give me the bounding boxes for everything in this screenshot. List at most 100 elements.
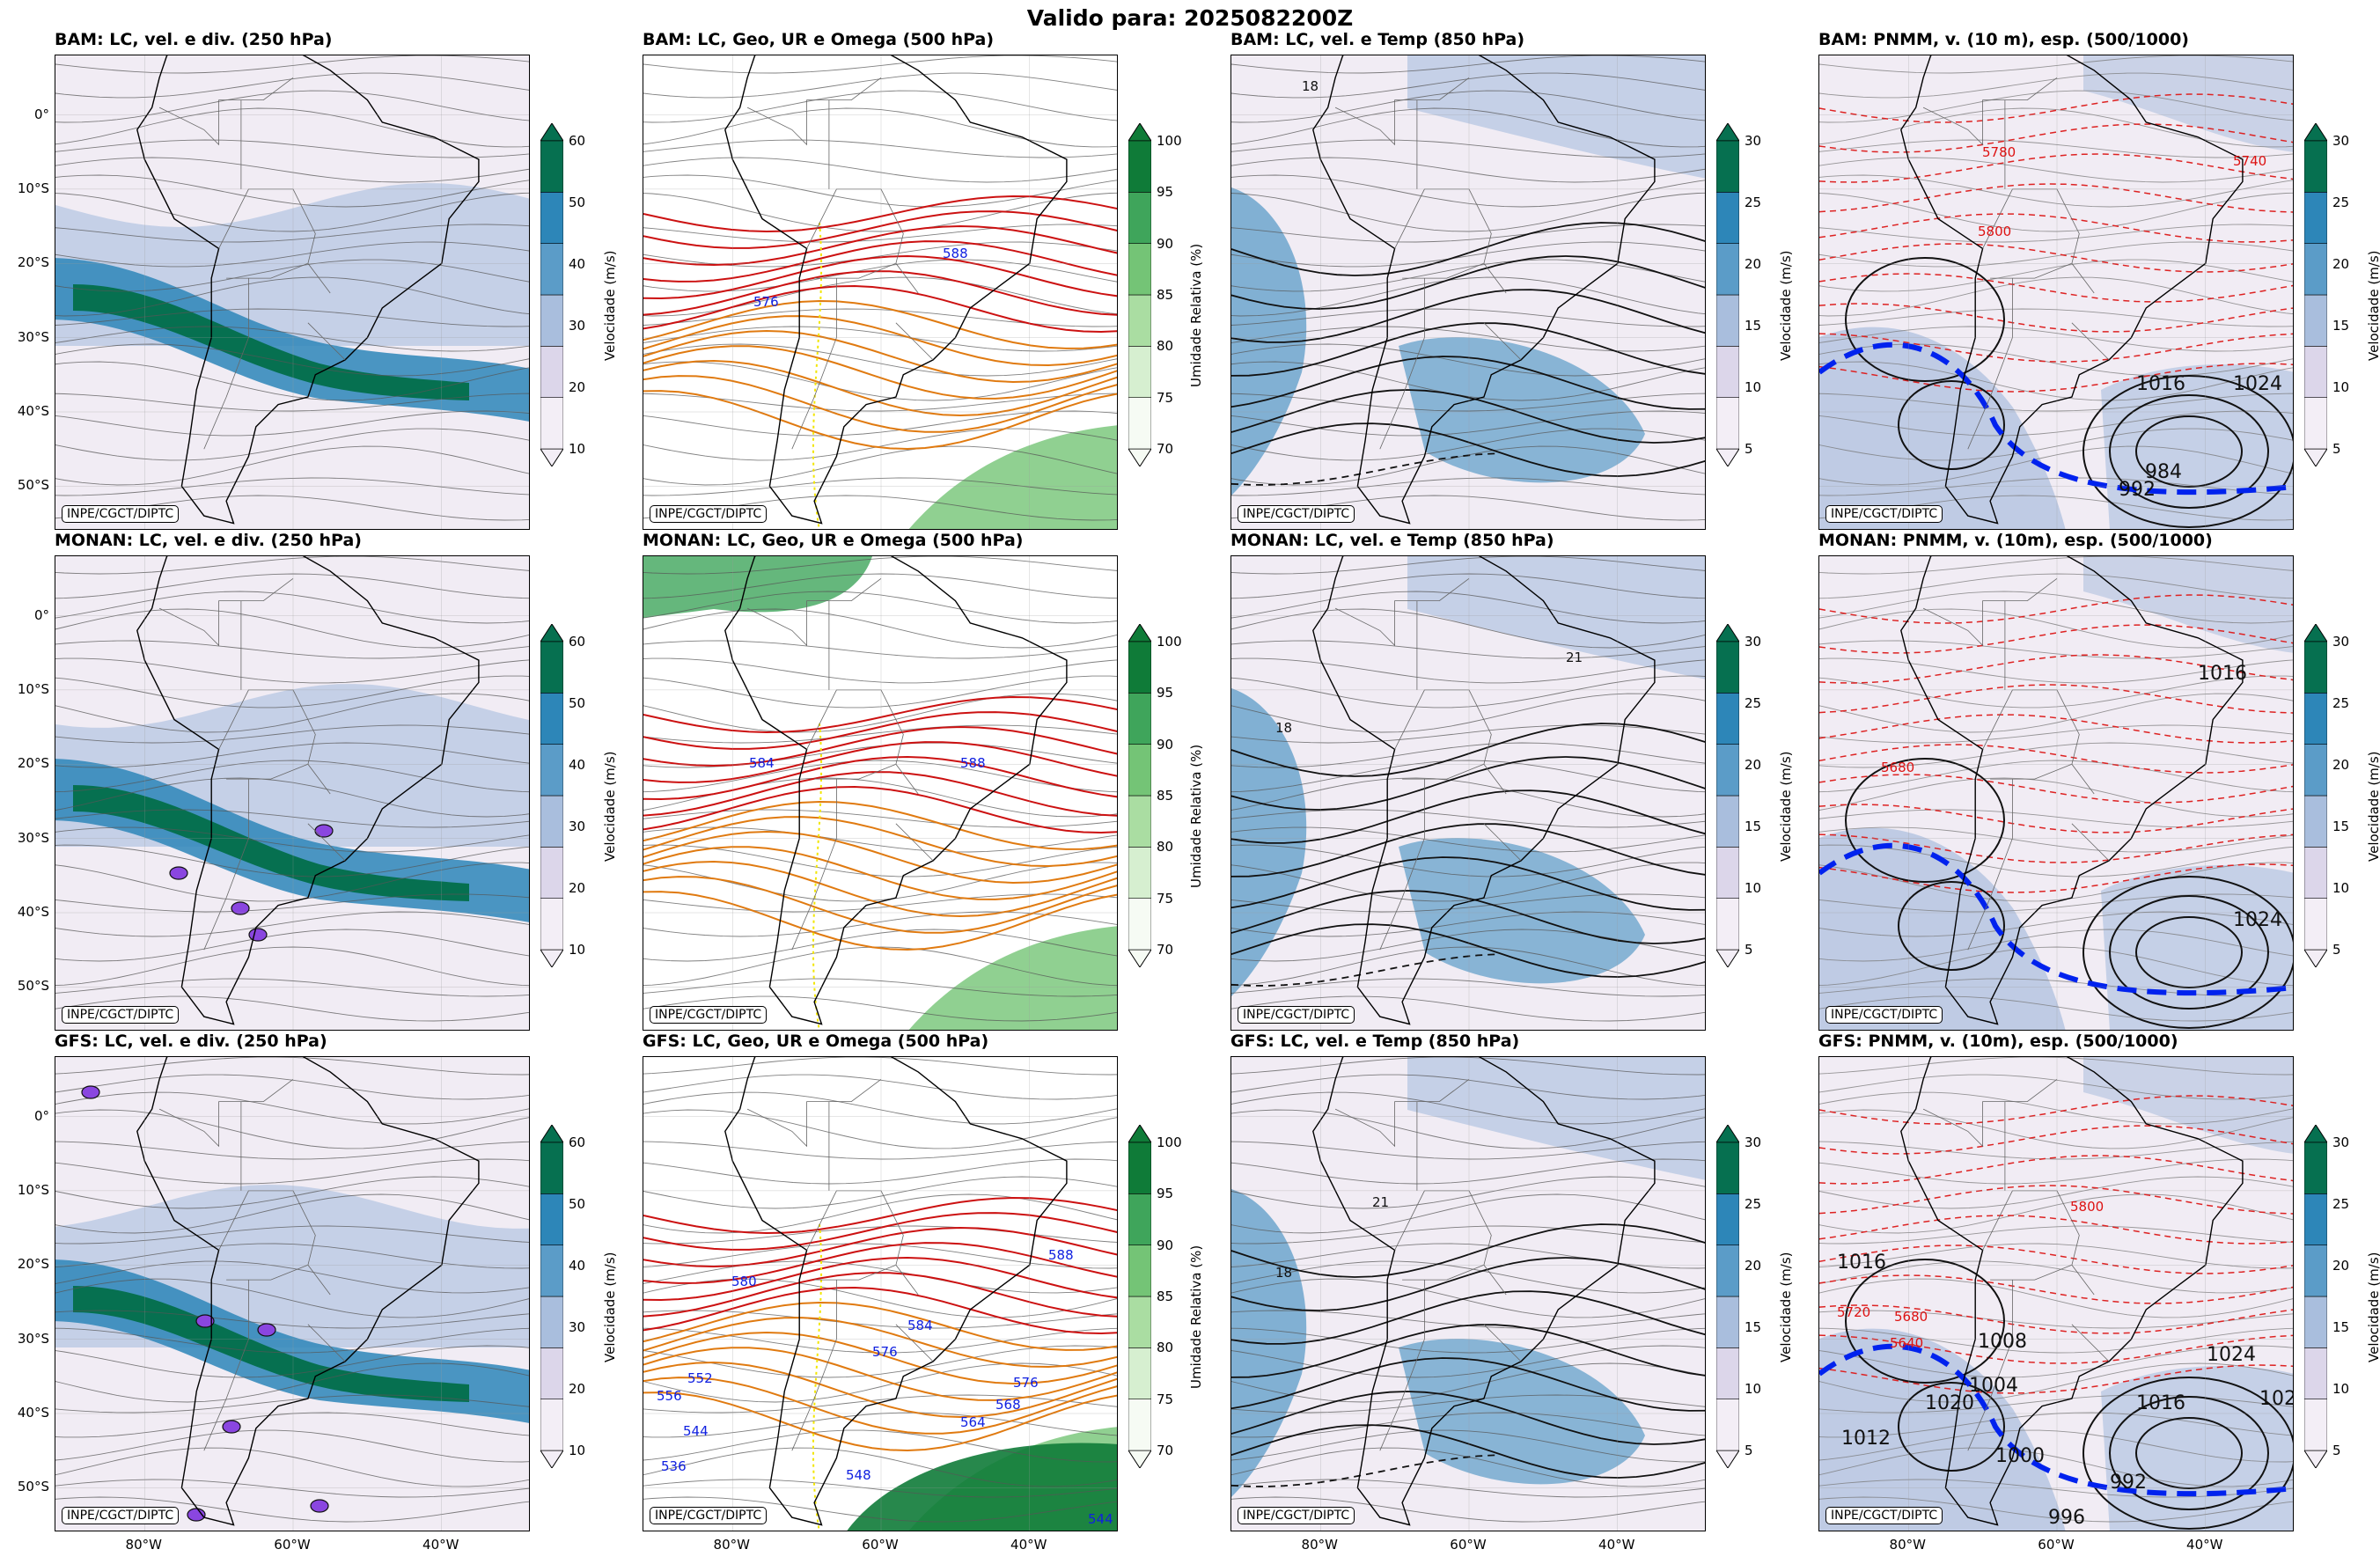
y-tick-label: 10°S (17, 1181, 49, 1198)
colorbar-tick-label: 20 (2332, 256, 2350, 272)
x-tick-label: 60°W (2038, 1537, 2075, 1553)
y-tick-label: 20°S (17, 1256, 49, 1273)
colorbar-tick-label: 10 (1745, 1381, 1762, 1397)
colorbar-segment (540, 1142, 563, 1194)
colorbar-tick-label: 70 (1157, 441, 1174, 457)
colorbar-segment (540, 898, 563, 951)
colorbar-segment (540, 294, 563, 347)
contour-label: 5780 (1982, 144, 2016, 160)
map-canvas (55, 1057, 529, 1531)
wind10m-north (2083, 55, 2293, 152)
coastline (724, 556, 1068, 1025)
panel-title: GFS: LC, Geo, UR e Omega (500 hPa) (643, 1032, 989, 1051)
colorbar-segment (1716, 397, 1739, 450)
colorbar-scale (2304, 1125, 2327, 1468)
coastline (724, 55, 1068, 525)
colorbar-extend-max (540, 1125, 563, 1143)
map-canvas (55, 55, 529, 529)
colorbar: 10 20 30 40 50 60 Velocidade (m/s) (540, 123, 624, 466)
temperature-contour-dashed (1231, 452, 1496, 486)
colorbar-segment (1716, 346, 1739, 398)
colorbar-tick-label: 85 (1157, 1289, 1174, 1304)
country-border (226, 262, 309, 279)
country-border (806, 1190, 919, 1296)
colorbar-tick-label: 10 (569, 942, 586, 958)
colorbar-tick-label: 25 (1745, 1196, 1762, 1212)
colorbar-tick-label: 5 (1745, 1443, 1753, 1458)
colorbar-tick-label: 15 (1745, 819, 1762, 834)
x-tick-label: 40°W (1010, 1537, 1047, 1553)
y-tick-label: 20°S (17, 254, 49, 271)
country-border (746, 577, 882, 647)
coastline (1900, 556, 2244, 1025)
contour-label: 564 (960, 1414, 986, 1430)
map-panel: INPE/CGCT/DIPTC (55, 1056, 530, 1531)
rh-moist-area (908, 926, 1117, 1030)
colorbar-segment (1716, 744, 1739, 797)
colorbar-tick-label: 70 (1157, 1443, 1174, 1458)
colorbar-extend-max (2304, 123, 2327, 142)
contour-label: 576 (1013, 1375, 1039, 1391)
isobar (2135, 1417, 2243, 1489)
colorbar-tick-label: 20 (2332, 1258, 2350, 1274)
divergence-blob (222, 1420, 241, 1434)
contour-label: 588 (960, 755, 986, 771)
omega-contour (812, 723, 823, 1030)
coastline (1312, 1057, 1656, 1526)
contour-label: 1016 (2136, 1392, 2185, 1414)
isobar (2135, 415, 2243, 488)
colorbar-extend-min (540, 448, 563, 466)
thickness-contour (1819, 1334, 2293, 1364)
colorbar-tick-label: 5 (2332, 441, 2341, 457)
map-panel: 18 21 INPE/CGCT/DIPTC (1230, 555, 1706, 1031)
colorbar-tick-label: 100 (1157, 634, 1182, 650)
colorbar-scale (1716, 1125, 1739, 1468)
isobar (2109, 394, 2269, 509)
contour-label: 996 (2048, 1507, 2085, 1529)
colorbar-tick-label: 30 (2332, 1134, 2350, 1150)
colorbar: 70 75 80 85 90 95 100 Umidade Relativa (%) (1128, 1125, 1212, 1468)
figure-suptitle: Valido para: 2025082200Z (1026, 5, 1354, 31)
colorbar-tick-label: 20 (569, 379, 586, 395)
colorbar-tick-label: 5 (2332, 1443, 2341, 1458)
colorbar-segment (1128, 744, 1151, 797)
country-border (218, 1190, 331, 1296)
map-canvas (55, 556, 529, 1030)
contour-label: 1000 (1995, 1445, 2045, 1467)
contour-label: 576 (753, 294, 779, 310)
credit-badge: INPE/CGCT/DIPTC (1238, 1507, 1355, 1524)
panel-title: BAM: LC, vel. e Temp (850 hPa) (1230, 30, 1525, 49)
contour-label: 1012 (1841, 1428, 1891, 1450)
y-tick-label: 50°S (17, 1479, 49, 1495)
contour-label: 1028 (2259, 1388, 2294, 1410)
colorbar-tick-label: 80 (1157, 1340, 1174, 1356)
x-tick-label: 80°W (1889, 1537, 1926, 1553)
country-border (1394, 1190, 1507, 1296)
country-border (1982, 689, 2095, 795)
colorbar-extend-min (540, 1450, 563, 1468)
colorbar-tick-label: 30 (569, 1319, 586, 1335)
colorbar-tick-label: 10 (2332, 1381, 2350, 1397)
country-border (746, 1078, 882, 1148)
country-border (1967, 1280, 2013, 1451)
colorbar-segment (2304, 243, 2327, 296)
colorbar-tick-label: 30 (2332, 634, 2350, 650)
colorbar-segment (2304, 693, 2327, 745)
isobar (1898, 881, 2005, 971)
credit-badge: INPE/CGCT/DIPTC (62, 505, 180, 523)
colorbar-scale (2304, 123, 2327, 466)
isobar (2135, 916, 2243, 988)
y-tick-label: 40°S (17, 904, 49, 920)
contour-label: 992 (2119, 479, 2156, 501)
colorbar-segment (540, 641, 563, 694)
colorbar-tick-label: 95 (1157, 685, 1174, 701)
country-border (1334, 77, 1470, 146)
coastline (1900, 1057, 2244, 1526)
divergence-blob (314, 824, 334, 838)
map-canvas: 1016 5680 1024 (1819, 556, 2293, 1030)
panel-title: MONAN: LC, Geo, UR e Omega (500 hPa) (643, 531, 1024, 550)
thickness-contour (1819, 774, 2293, 804)
credit-badge: INPE/CGCT/DIPTC (650, 1507, 768, 1524)
